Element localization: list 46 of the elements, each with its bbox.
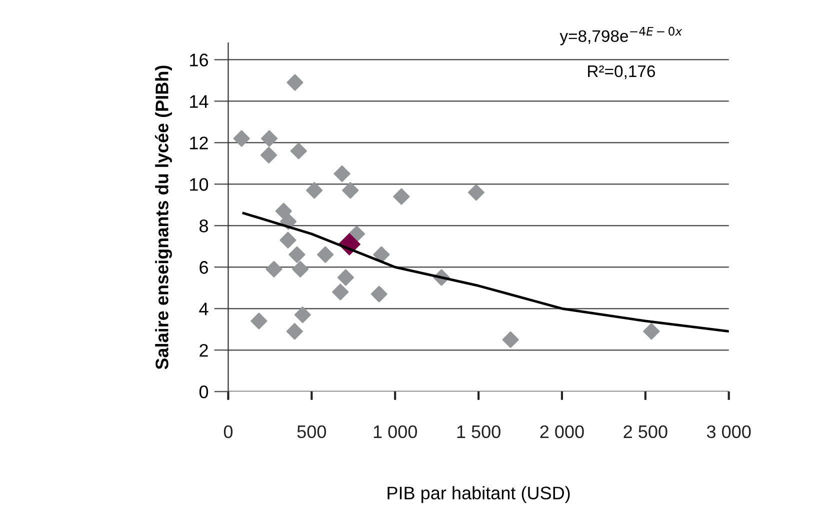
x-tick-label: 1 500 xyxy=(457,425,500,438)
point xyxy=(306,182,323,199)
point xyxy=(393,188,410,205)
point xyxy=(260,130,278,147)
point xyxy=(294,306,311,324)
point xyxy=(468,184,484,201)
point xyxy=(290,142,307,160)
annotation: R²=0,176 xyxy=(588,65,655,80)
y-tick-label: 12 xyxy=(190,136,208,150)
point xyxy=(342,182,359,199)
point xyxy=(286,323,303,340)
point xyxy=(280,232,296,248)
point xyxy=(260,146,278,164)
x-tick-label: 1 000 xyxy=(374,425,417,438)
point xyxy=(643,323,660,340)
x-tick-label: 2 500 xyxy=(624,425,668,438)
y-tick-label: 8 xyxy=(200,220,208,232)
point xyxy=(233,130,250,147)
point xyxy=(502,331,519,348)
y-tick-label: 4 xyxy=(199,302,208,316)
point xyxy=(337,269,354,286)
y-tick-label: 0 xyxy=(199,385,208,398)
y-tick-label: 14 xyxy=(190,95,208,108)
x-tick-label: 500 xyxy=(297,425,326,438)
point xyxy=(292,260,309,278)
y-tick-label: 10 xyxy=(190,178,208,191)
point xyxy=(373,246,390,263)
x-tick-label: 2 000 xyxy=(540,425,584,438)
point xyxy=(370,286,388,302)
annotation: y=8,798e$^{−4E−0x}$ xyxy=(560,26,682,46)
y-axis-title: Salaire enseignants du lycée (PIBh) xyxy=(154,66,172,370)
line-series xyxy=(242,212,729,333)
y-tick-label: 16 xyxy=(190,54,208,66)
point xyxy=(332,284,349,300)
x-tick-label: 3 000 xyxy=(706,425,751,438)
point xyxy=(266,260,282,278)
point xyxy=(250,312,268,330)
point xyxy=(334,165,350,182)
x-tick-label: 0 xyxy=(224,425,233,438)
point xyxy=(317,246,334,263)
point xyxy=(286,74,304,91)
point xyxy=(288,246,306,263)
point xyxy=(275,202,292,220)
x-axis-title: PIB par habitant (USD) xyxy=(388,486,570,503)
y-tick-label: 6 xyxy=(200,261,208,274)
y-tick-label: 2 xyxy=(200,344,208,357)
